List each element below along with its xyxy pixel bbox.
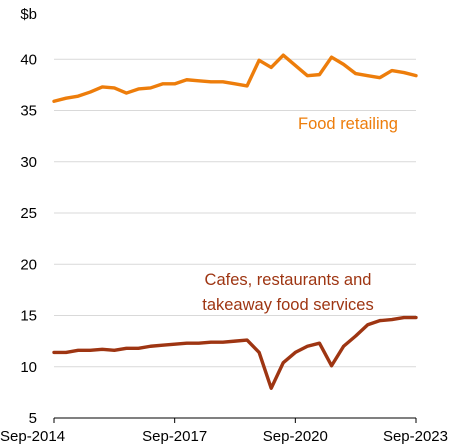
data-point (282, 53, 285, 57)
data-point (402, 71, 406, 74)
data-point (173, 343, 176, 346)
x-tick-label: Sep-2020 (263, 428, 328, 445)
data-point (89, 90, 92, 94)
y-tick-label: 5 (29, 410, 37, 427)
data-point (245, 338, 249, 342)
data-point (294, 351, 297, 354)
x-tick-label: Sep-2023 (383, 428, 448, 445)
data-point (378, 319, 381, 322)
data-point (378, 76, 381, 79)
data-point (366, 74, 369, 77)
data-point (149, 345, 152, 348)
data-point (137, 347, 140, 350)
data-point (233, 339, 237, 343)
data-point (257, 59, 261, 62)
data-point (101, 85, 104, 89)
data-point (342, 345, 345, 348)
data-point (185, 341, 188, 345)
series-label: Food retailing (298, 115, 398, 133)
data-point (270, 66, 273, 69)
x-axis: Sep-2014 Sep-2017 Sep-2020 Sep-2023 (0, 417, 448, 445)
y-tick-label: 20 (20, 256, 37, 273)
series-line-0 (52, 53, 418, 103)
y-tick-label: 35 (20, 103, 37, 120)
data-point (197, 79, 200, 82)
data-point (342, 63, 345, 66)
data-point (64, 97, 68, 100)
series-line-1 (52, 315, 418, 390)
data-point (318, 341, 321, 345)
data-point (76, 349, 80, 352)
data-point (52, 351, 56, 354)
data-point (306, 345, 309, 348)
data-point (197, 341, 200, 345)
data-point (306, 74, 309, 77)
data-point (354, 72, 357, 75)
y-tick-label: 40 (20, 51, 37, 68)
data-point (64, 351, 68, 354)
data-point (52, 100, 56, 103)
series-label: Cafes, restaurants and (205, 271, 372, 289)
data-point (257, 351, 261, 354)
y-tick-label: 10 (20, 359, 37, 376)
data-point (402, 316, 406, 319)
data-point (414, 316, 418, 319)
data-point (245, 84, 249, 88)
series-label: takeaway food services (202, 296, 374, 314)
y-tick-label: 30 (20, 154, 37, 171)
data-point (76, 94, 80, 98)
x-tick-label: Sep-2014 (0, 428, 65, 445)
data-point (294, 64, 297, 67)
x-tick-label: Sep-2017 (142, 428, 207, 445)
data-point (125, 347, 128, 350)
data-point (390, 318, 394, 321)
data-point (161, 82, 164, 86)
data-point (89, 349, 92, 352)
y-tick-label: 15 (20, 308, 37, 325)
data-point (233, 82, 237, 86)
data-point (221, 340, 225, 344)
data-point (354, 334, 357, 338)
data-point (330, 364, 333, 367)
data-point (282, 361, 285, 364)
data-point (185, 78, 188, 81)
data-point (366, 323, 369, 326)
data-point (318, 73, 321, 76)
y-axis-tick-labels: 5 10 15 20 25 30 35 40 $b (20, 6, 37, 427)
data-point (101, 348, 104, 351)
gridlines (54, 58, 416, 368)
data-point (149, 86, 152, 90)
data-point (209, 340, 213, 344)
data-point (137, 87, 140, 91)
y-tick-label: 25 (20, 205, 37, 222)
data-point (270, 387, 273, 390)
data-point (113, 349, 116, 352)
series-lines (52, 53, 418, 390)
data-point (209, 80, 213, 84)
data-point (125, 91, 128, 95)
data-point (221, 80, 225, 84)
data-point (173, 82, 176, 86)
data-point (330, 56, 333, 59)
series-labels: Food retailing Cafes, restaurants and take… (202, 115, 398, 314)
data-point (390, 69, 394, 72)
data-point (113, 86, 116, 90)
y-axis-unit-label: $b (20, 6, 37, 23)
data-point (161, 344, 164, 347)
data-point (414, 74, 418, 77)
